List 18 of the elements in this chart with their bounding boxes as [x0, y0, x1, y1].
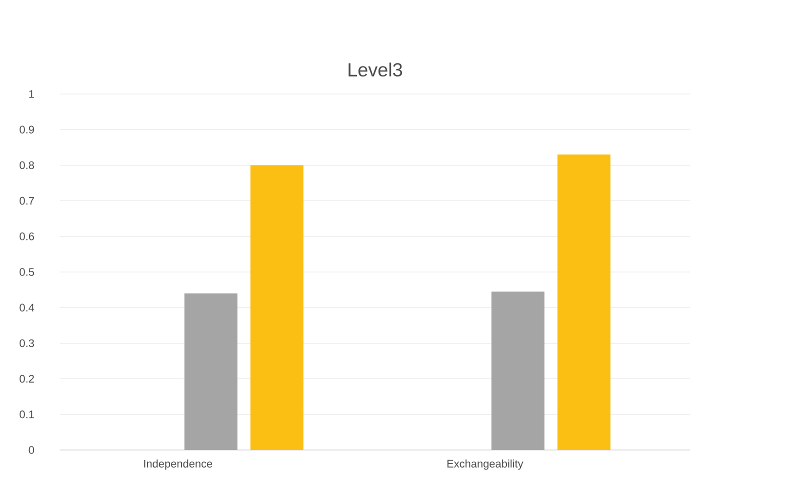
x-tick-label: Independence — [144, 460, 212, 470]
bar — [250, 165, 304, 450]
y-tick-label: 0.1 — [20, 410, 34, 418]
y-tick-label: 0 — [28, 446, 34, 454]
y-tick-label: 0.5 — [20, 268, 34, 276]
x-tick-label: Exchangeability — [447, 460, 524, 470]
y-tick-label: 0.2 — [20, 374, 34, 383]
y-tick-label: 0.6 — [20, 232, 34, 240]
y-tick-label: 0.9 — [20, 126, 34, 134]
bar — [557, 154, 610, 450]
chart-title: Level3 — [348, 62, 402, 76]
y-tick-label: 1 — [29, 90, 34, 98]
y-tick-label: 0.7 — [20, 196, 34, 205]
y-tick-label: 0.3 — [20, 339, 34, 348]
bar — [491, 292, 544, 450]
bar — [184, 293, 238, 450]
y-tick-label: 0.8 — [20, 161, 34, 170]
y-tick-label: 0.4 — [20, 304, 34, 312]
